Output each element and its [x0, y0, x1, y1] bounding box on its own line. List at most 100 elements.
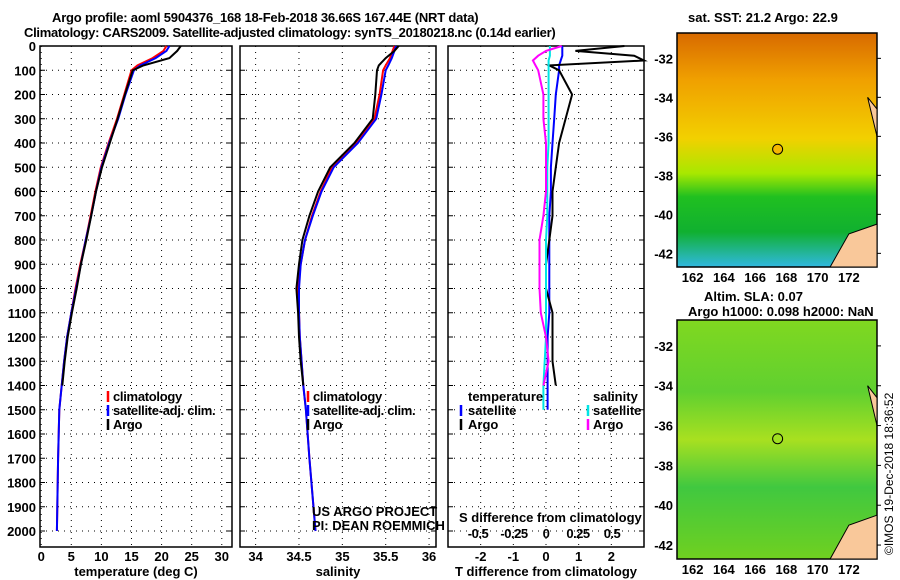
- x-tick-label: 34: [248, 549, 263, 564]
- argo-position-marker: [772, 433, 784, 445]
- land-new-zealand: [829, 97, 878, 268]
- credit-pi: PI: DEAN ROEMMICH: [312, 518, 445, 533]
- x-tick-label: 35.5: [373, 549, 398, 564]
- lat-tick-label: -36: [654, 129, 673, 144]
- legend-label: satellite: [593, 403, 641, 418]
- y-tick-label: 100: [14, 63, 36, 78]
- panel-frame-salinity: [239, 45, 437, 548]
- y-tick-label: 500: [14, 160, 36, 175]
- x-tick-label: -1: [508, 549, 520, 564]
- lat-tick-label: -32: [654, 339, 673, 354]
- lon-tick-label: 168: [776, 270, 798, 285]
- x-tick-label: 2: [608, 549, 615, 564]
- x-tick-label: 15: [124, 549, 138, 564]
- lat-tick-label: -42: [654, 246, 673, 261]
- y-tick-label: 1200: [7, 330, 36, 345]
- lat-tick-label: -36: [654, 419, 673, 434]
- s-tick-label: -0.5: [468, 526, 489, 541]
- legend-title-salinity: salinity: [593, 389, 639, 404]
- legend-title-temperature: temperature: [468, 389, 543, 404]
- sla-map-subtitle: Argo h1000: 0.098 h2000: NaN: [688, 304, 874, 319]
- lon-tick-label: 172: [838, 270, 860, 285]
- lat-tick-label: -34: [654, 90, 674, 105]
- series-argo: [295, 45, 400, 386]
- y-tick-label: 600: [14, 185, 36, 200]
- legend-label: Argo: [593, 417, 623, 432]
- lon-tick-label: 172: [838, 562, 860, 577]
- panel-frame-temperature: [39, 45, 233, 548]
- lon-tick-label: 164: [713, 562, 735, 577]
- legend-label: climatology: [113, 389, 183, 404]
- lat-tick-label: -40: [654, 498, 673, 513]
- legend-label: satellite-adj. clim.: [313, 403, 415, 418]
- x-axis-label: temperature (deg C): [74, 564, 198, 579]
- x-tick-label: 1: [575, 549, 582, 564]
- y-tick-label: 1500: [7, 403, 36, 418]
- series-temperature-argo: [545, 45, 648, 386]
- y-tick-label: 900: [14, 257, 36, 272]
- series-salinity-argo: [531, 45, 562, 386]
- x-tick-label: 25: [184, 549, 198, 564]
- y-tick-label: 1800: [7, 476, 36, 491]
- x-tick-label: 20: [154, 549, 168, 564]
- y-tick-label: 300: [14, 112, 36, 127]
- x-axis-label: salinity: [316, 564, 362, 579]
- lon-tick-label: 170: [807, 270, 829, 285]
- x-axis-label: T difference from climatology: [455, 564, 638, 579]
- y-tick-label: 200: [14, 88, 36, 103]
- y-tick-label: 400: [14, 136, 36, 151]
- y-tick-label: 1400: [7, 379, 36, 394]
- series-argo: [61, 45, 182, 386]
- x-tick-label: 0: [542, 549, 549, 564]
- x-tick-label: 5: [68, 549, 75, 564]
- lat-tick-label: -32: [654, 51, 673, 66]
- x-tick-label: 34.5: [286, 549, 311, 564]
- x-tick-label: 36: [422, 549, 436, 564]
- lon-tick-label: 168: [776, 562, 798, 577]
- series-temperature-satellite: [546, 46, 564, 410]
- y-tick-label: 700: [14, 209, 36, 224]
- s-tick-label: 0.5: [604, 526, 621, 541]
- legend-label: Argo: [313, 417, 342, 432]
- title-line2: Climatology: CARS2009. Satellite-adjuste…: [24, 25, 556, 40]
- s-tick-label: 0.25: [566, 526, 590, 541]
- y-tick-label: 1700: [7, 451, 36, 466]
- credit-project: US ARGO PROJECT: [312, 504, 437, 519]
- x-tick-label: 0: [38, 549, 45, 564]
- lon-tick-label: 166: [744, 562, 766, 577]
- y-tick-label: 1100: [8, 306, 36, 321]
- legend-label: satellite: [468, 403, 516, 418]
- y-tick-label: 1900: [7, 500, 36, 515]
- legend-label: satellite-adj. clim.: [113, 403, 215, 418]
- x-tick-label: -2: [475, 549, 487, 564]
- x-tick-label: 35: [335, 549, 349, 564]
- legend-label: Argo: [468, 417, 498, 432]
- y-tick-label: 2000: [7, 524, 36, 539]
- land-new-zealand: [829, 385, 878, 560]
- lon-tick-label: 164: [713, 270, 735, 285]
- sst-map-title: sat. SST: 21.2 Argo: 22.9: [688, 10, 838, 25]
- argo-position-marker: [772, 143, 784, 155]
- lon-tick-label: 170: [807, 562, 829, 577]
- lon-tick-label: 162: [682, 270, 704, 285]
- y-tick-label: 1000: [7, 282, 36, 297]
- x-tick-label: 10: [94, 549, 108, 564]
- y-tick-label: 800: [14, 233, 36, 248]
- s-tick-label: -0.25: [500, 526, 527, 541]
- lat-tick-label: -42: [654, 538, 673, 553]
- y-tick-label: 0: [29, 39, 36, 54]
- lat-tick-label: -34: [654, 379, 674, 394]
- title-line1: Argo profile: aoml 5904376_168 18-Feb-20…: [52, 10, 479, 25]
- y-tick-label: 1300: [7, 354, 36, 369]
- x-tick-label: 30: [215, 549, 229, 564]
- legend-label: climatology: [313, 389, 383, 404]
- lat-tick-label: -40: [654, 207, 673, 222]
- lat-tick-label: -38: [654, 168, 673, 183]
- sla-map-title: Altim. SLA: 0.07: [704, 289, 803, 304]
- legend-label: Argo: [113, 417, 142, 432]
- s-tick-label: 0: [543, 526, 550, 541]
- lat-tick-label: -38: [654, 458, 673, 473]
- y-tick-label: 1600: [7, 427, 36, 442]
